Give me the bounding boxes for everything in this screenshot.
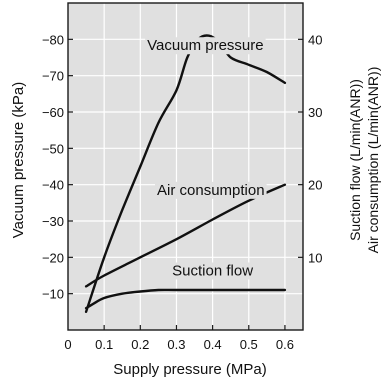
y-axis-label-left: Vacuum pressure (kPa)	[10, 82, 27, 238]
left-tick-label: −60	[42, 105, 64, 120]
series-label-background	[145, 37, 266, 55]
right-tick-label: 30	[308, 105, 322, 120]
right-tick-label: 10	[308, 250, 322, 265]
x-tick-label: 0.2	[131, 337, 149, 352]
left-tick-label: −80	[42, 32, 64, 47]
plot-frame	[67, 2, 304, 331]
left-tick-label: −50	[42, 141, 64, 156]
y-axis-label-right-air: Air consumption (L/min(ANR))	[365, 67, 381, 254]
x-tick-label: 0.6	[276, 337, 294, 352]
ticks	[68, 38, 303, 330]
x-tick-label: 0.5	[240, 337, 258, 352]
series-label-suction-flow: Suction flow	[170, 262, 256, 280]
left-tick-label: −20	[42, 250, 64, 265]
series-label-text: Vacuum pressure	[147, 37, 263, 54]
series-labels: Vacuum pressure Air consumption Suction fl…	[145, 37, 267, 280]
series-label-air-consumption: Air consumption	[155, 181, 267, 199]
left-tick-label: −70	[42, 69, 64, 84]
y-axis-label-right-suction: Suction flow (L/min(ANR))	[347, 79, 363, 241]
x-tick-label: 0.1	[95, 337, 113, 352]
series-label-text: Suction flow	[172, 263, 253, 280]
x-tick-label: 0	[64, 337, 71, 352]
series-label-background	[155, 181, 267, 199]
left-tick-label: −10	[42, 287, 64, 302]
right-tick-label: 20	[308, 178, 322, 193]
series-line-suction-flow	[84, 288, 287, 310]
x-tick-label: 0.3	[167, 337, 185, 352]
x-axis-label: Supply pressure (MPa)	[113, 361, 266, 378]
series-label-vacuum-pressure: Vacuum pressure	[145, 37, 266, 55]
series-label-text: Air consumption	[157, 182, 265, 199]
series-label-background	[170, 262, 256, 280]
left-tick-label: −40	[42, 178, 64, 193]
tick-labels: 0 0.1 0.2 0.3 0.4 0.5 0.6 −10 −20 −30 −40 −50 −60 −70…	[42, 32, 323, 352]
left-tick-label: −30	[42, 214, 64, 229]
right-tick-label: 40	[308, 32, 322, 47]
series-line-air-consumption	[84, 183, 287, 288]
x-tick-label: 0.4	[204, 337, 222, 352]
